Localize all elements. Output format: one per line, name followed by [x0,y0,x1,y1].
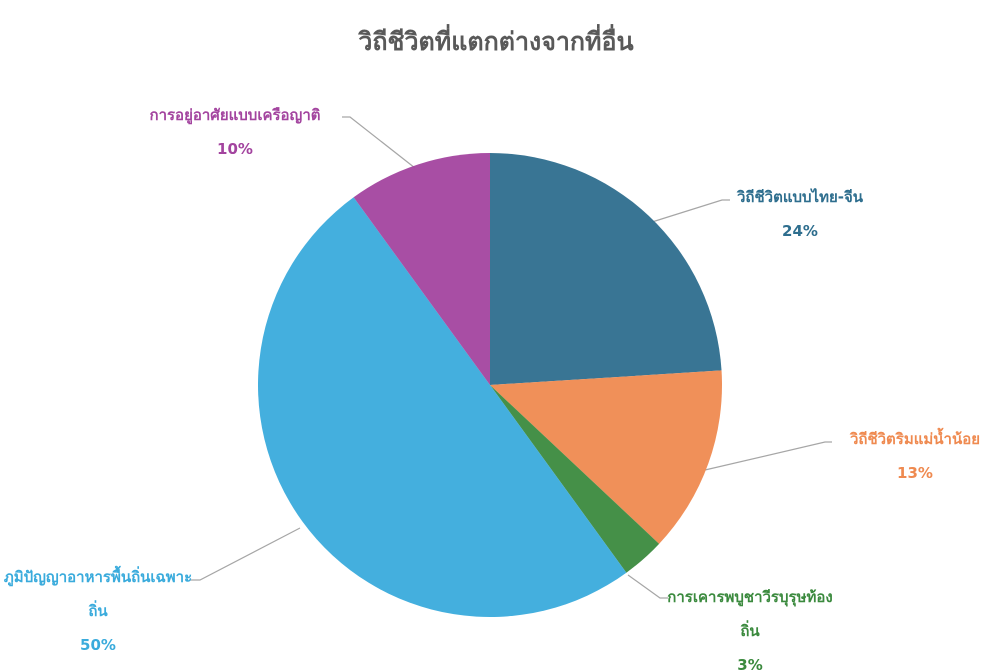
slices [258,153,722,617]
data-label: การอยู่อาศัยแบบเครือญาติ10% [120,98,350,166]
leader-line [190,528,300,580]
value-label: 24% [700,214,900,248]
category-label: การอยู่อาศัยแบบเครือญาติ [120,98,350,132]
category-label: วิถีชีวิตแบบไทย-จีน [700,180,900,214]
category-label: วิถีชีวิตริมแม่น้ำน้อย [810,422,992,456]
value-label: 50% [0,628,196,662]
category-label: ภูมิปัญญาอาหารพื้นถิ่นเฉพาะถิ่น [0,560,196,628]
chart-title: วิถีชีวิตที่แตกต่างจากที่อื่น [0,22,992,62]
chart: วิถีชีวิตที่แตกต่างจากที่อื่น วิถีชีวิตแ… [0,0,992,671]
category-label: การเคารพบูชาวีรบุรุษท้องถิ่น [660,580,840,648]
value-label: 3% [660,648,840,671]
value-label: 13% [810,456,992,490]
leader-line [342,117,415,168]
pie-slice [490,153,722,385]
value-label: 10% [120,132,350,166]
